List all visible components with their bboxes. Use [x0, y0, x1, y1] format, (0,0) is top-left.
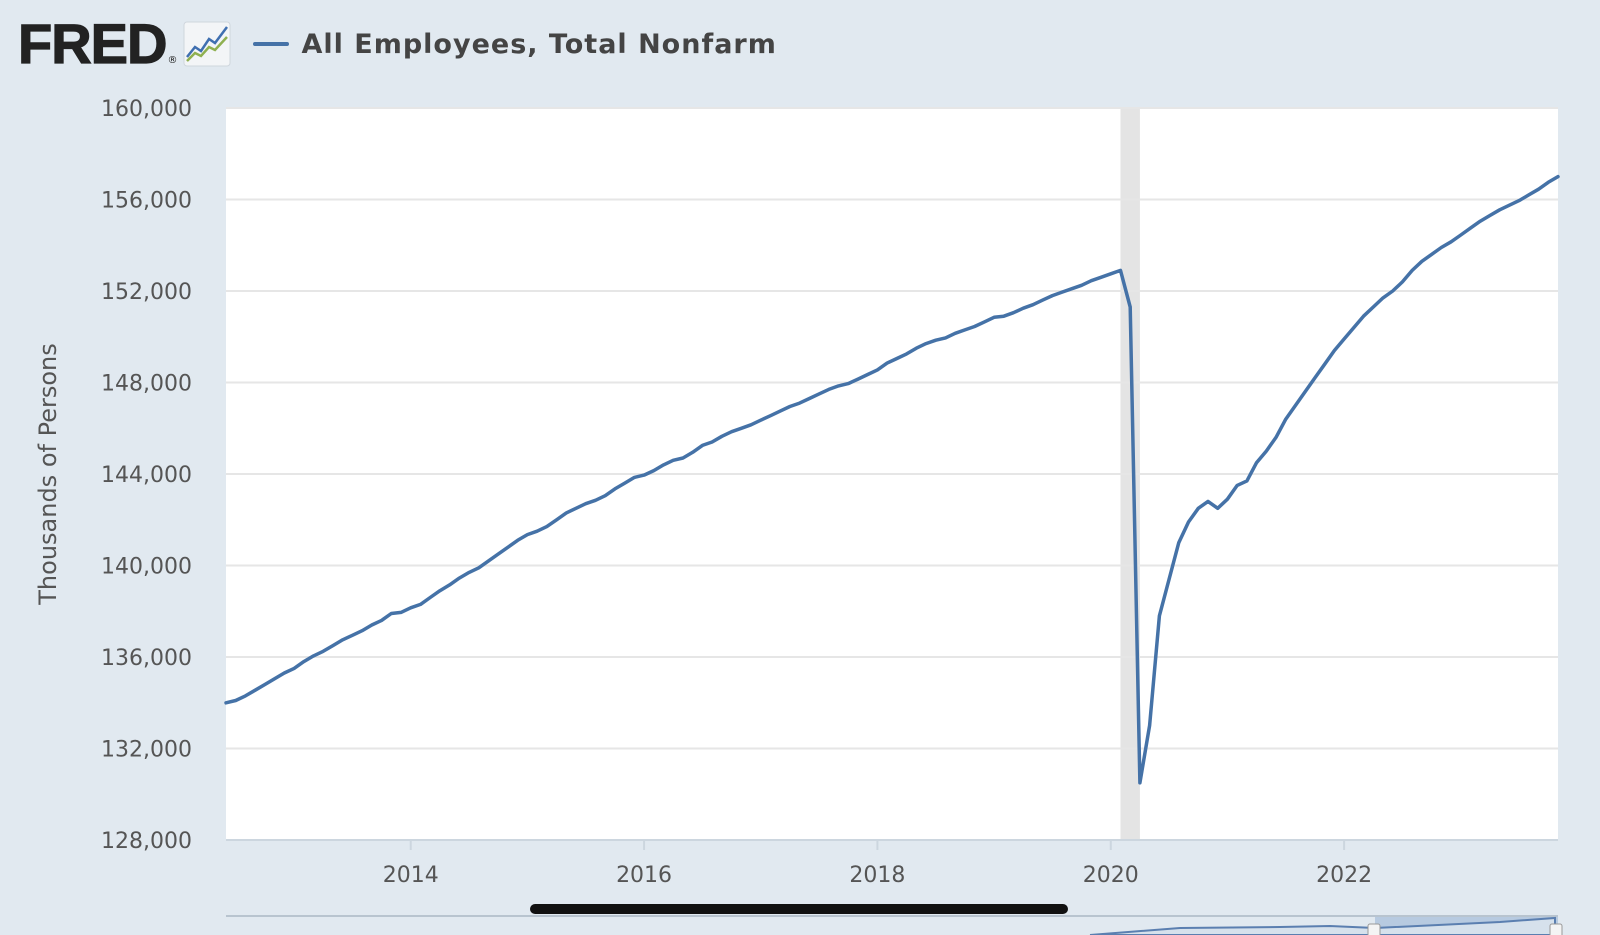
y-axis-label: Thousands of Persons	[34, 343, 62, 605]
x-tick-label: 2016	[616, 863, 672, 888]
registered-mark: ®	[167, 55, 178, 66]
x-tick-label: 2022	[1316, 863, 1372, 888]
y-tick-label: 136,000	[101, 646, 192, 671]
chart-header: FRED ® All Employees, Total Nonfarm	[17, 12, 777, 75]
fred-logo[interactable]: FRED	[17, 12, 168, 75]
line-chart-icon	[183, 21, 231, 67]
y-tick-label: 132,000	[101, 738, 192, 763]
y-tick-label: 140,000	[101, 555, 192, 580]
legend-label: All Employees, Total Nonfarm	[301, 28, 777, 60]
navigator-handle-left[interactable]	[1367, 923, 1381, 935]
y-tick-label: 144,000	[101, 463, 192, 488]
y-tick-label: 148,000	[101, 372, 192, 397]
y-tick-label: 156,000	[101, 189, 192, 214]
y-tick-label: 128,000	[101, 829, 192, 854]
y-tick-label: 152,000	[101, 280, 192, 305]
legend[interactable]: All Employees, Total Nonfarm	[253, 29, 776, 60]
y-tick-label: 160,000	[101, 97, 192, 122]
navigator-handle-right[interactable]	[1549, 923, 1563, 935]
series-line[interactable]	[224, 174, 1560, 785]
legend-swatch	[253, 42, 290, 46]
navigator[interactable]	[226, 915, 1563, 935]
x-tick-label: 2020	[1083, 863, 1139, 888]
x-tick-label: 2018	[849, 863, 905, 888]
scroll-indicator[interactable]	[530, 904, 1068, 914]
x-tick-label: 2014	[383, 863, 439, 888]
